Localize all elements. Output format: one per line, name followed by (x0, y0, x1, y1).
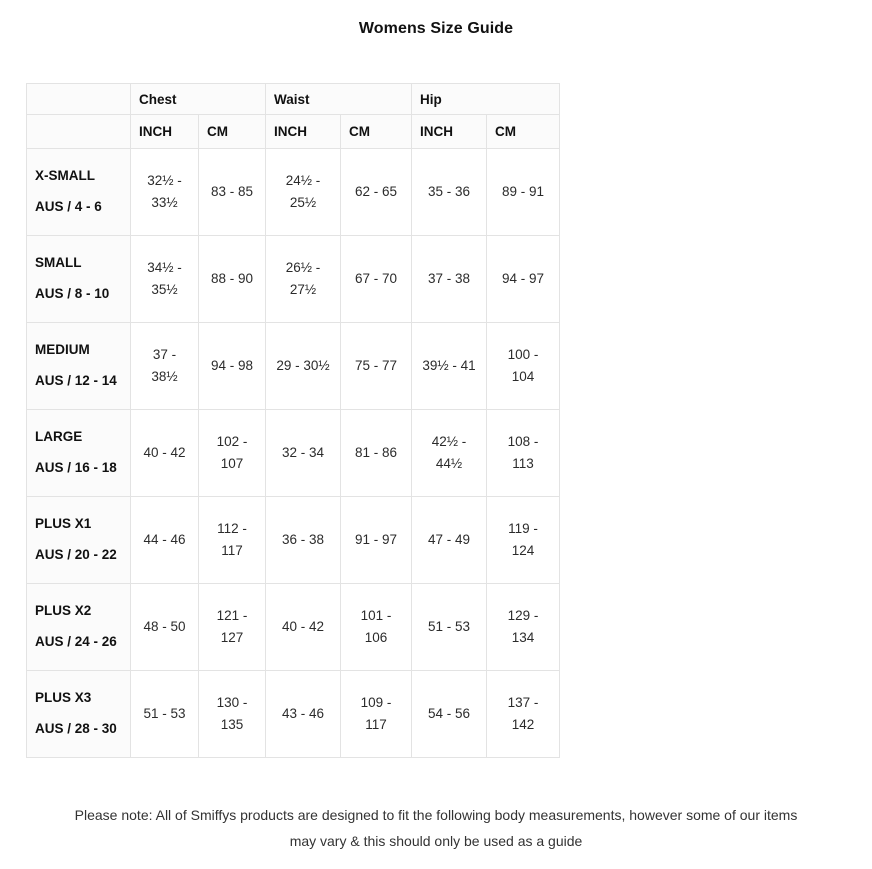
size-aus: AUS / 20 - 22 (35, 547, 117, 562)
cell-waist-inch: 36 - 38 (265, 496, 342, 584)
size-label-cell: PLUS X2 AUS / 24 - 26 (26, 583, 131, 671)
table-corner-cell (26, 83, 131, 115)
size-name: PLUS X1 (35, 516, 92, 532)
size-label-cell: PLUS X3 AUS / 28 - 30 (26, 670, 131, 758)
unit-header-row: INCH CM INCH CM INCH CM (26, 114, 561, 149)
disclaimer-line-2: may vary & this should only be used as a… (289, 832, 583, 849)
disclaimer-line-1: Please note: All of Smiffys products are… (74, 807, 798, 823)
cell-chest-inch: 44 - 46 (130, 496, 199, 584)
cell-waist-inch: 26½ - 27½ (265, 235, 342, 323)
cell-chest-inch: 34½ - 35½ (130, 235, 199, 323)
size-aus: AUS / 24 - 26 (35, 634, 117, 649)
cell-chest-inch: 40 - 42 (130, 409, 199, 497)
size-label-cell: MEDIUM AUS / 12 - 14 (26, 322, 131, 410)
unit-header-hip-inch: INCH (411, 114, 488, 149)
cell-chest-inch: 37 - 38½ (130, 322, 199, 410)
cell-hip-cm: 89 - 91 (486, 148, 561, 236)
cell-chest-cm: 94 - 98 (198, 322, 267, 410)
size-label-cell: SMALL AUS / 8 - 10 (26, 235, 131, 323)
size-label-cell: PLUS X1 AUS / 20 - 22 (26, 496, 131, 584)
cell-hip-cm: 100 - 104 (486, 322, 561, 410)
group-header-hip: Hip (411, 83, 561, 115)
cell-hip-cm: 94 - 97 (486, 235, 561, 323)
table-row: PLUS X1 AUS / 20 - 22 44 - 46 112 - 117 … (26, 496, 561, 584)
page-title: Womens Size Guide (358, 20, 514, 37)
table-header: Chest Waist Hip INCH CM INCH CM INCH CM (26, 83, 561, 149)
cell-chest-inch: 32½ - 33½ (130, 148, 199, 236)
disclaimer-note: Please note: All of Smiffys products are… (0, 803, 872, 855)
cell-hip-inch: 37 - 38 (411, 235, 488, 323)
cell-hip-inch: 54 - 56 (411, 670, 488, 758)
cell-chest-inch: 51 - 53 (130, 670, 199, 758)
cell-waist-cm: 101 - 106 (340, 583, 413, 671)
cell-hip-inch: 51 - 53 (411, 583, 488, 671)
cell-waist-cm: 109 - 117 (340, 670, 413, 758)
size-aus: AUS / 4 - 6 (35, 199, 102, 214)
table-row: SMALL AUS / 8 - 10 34½ - 35½ 88 - 90 26½… (26, 235, 561, 323)
cell-hip-cm: 129 - 134 (486, 583, 561, 671)
size-name: SMALL (35, 255, 82, 271)
cell-hip-inch: 42½ - 44½ (411, 409, 488, 497)
table-row: PLUS X3 AUS / 28 - 30 51 - 53 130 - 135 … (26, 670, 561, 758)
cell-hip-cm: 137 - 142 (486, 670, 561, 758)
cell-hip-inch: 35 - 36 (411, 148, 488, 236)
measurement-group-row: Chest Waist Hip (26, 83, 561, 115)
cell-chest-cm: 88 - 90 (198, 235, 267, 323)
cell-waist-cm: 67 - 70 (340, 235, 413, 323)
size-aus: AUS / 12 - 14 (35, 373, 117, 388)
unit-header-chest-cm: CM (198, 114, 267, 149)
cell-hip-cm: 108 - 113 (486, 409, 561, 497)
table-body: X-SMALL AUS / 4 - 6 32½ - 33½ 83 - 85 24… (26, 148, 561, 758)
cell-hip-cm: 119 - 124 (486, 496, 561, 584)
size-label-cell: LARGE AUS / 16 - 18 (26, 409, 131, 497)
cell-hip-inch: 47 - 49 (411, 496, 488, 584)
unit-header-waist-cm: CM (340, 114, 413, 149)
table-row: LARGE AUS / 16 - 18 40 - 42 102 - 107 32… (26, 409, 561, 497)
group-header-chest: Chest (130, 83, 267, 115)
size-label-cell: X-SMALL AUS / 4 - 6 (26, 148, 131, 236)
cell-waist-cm: 62 - 65 (340, 148, 413, 236)
cell-waist-cm: 81 - 86 (340, 409, 413, 497)
size-name: X-SMALL (35, 168, 95, 184)
cell-chest-cm: 83 - 85 (198, 148, 267, 236)
cell-chest-cm: 121 - 127 (198, 583, 267, 671)
table-row: MEDIUM AUS / 12 - 14 37 - 38½ 94 - 98 29… (26, 322, 561, 410)
size-name: PLUS X2 (35, 603, 92, 619)
unit-header-chest-inch: INCH (130, 114, 199, 149)
womens-size-table: Chest Waist Hip INCH CM INCH CM INCH CM (26, 83, 561, 758)
cell-waist-cm: 75 - 77 (340, 322, 413, 410)
group-header-waist: Waist (265, 83, 413, 115)
cell-waist-inch: 40 - 42 (265, 583, 342, 671)
table-row: X-SMALL AUS / 4 - 6 32½ - 33½ 83 - 85 24… (26, 148, 561, 236)
cell-chest-inch: 48 - 50 (130, 583, 199, 671)
unit-header-waist-inch: INCH (265, 114, 342, 149)
cell-chest-cm: 130 - 135 (198, 670, 267, 758)
cell-chest-cm: 112 - 117 (198, 496, 267, 584)
cell-waist-inch: 29 - 30½ (265, 322, 342, 410)
size-table-container: Chest Waist Hip INCH CM INCH CM INCH CM (26, 83, 561, 758)
cell-waist-inch: 24½ - 25½ (265, 148, 342, 236)
size-name: PLUS X3 (35, 690, 92, 706)
size-aus: AUS / 28 - 30 (35, 721, 117, 736)
cell-hip-inch: 39½ - 41 (411, 322, 488, 410)
table-row: PLUS X2 AUS / 24 - 26 48 - 50 121 - 127 … (26, 583, 561, 671)
size-name: MEDIUM (35, 342, 90, 358)
unit-corner-cell (26, 114, 131, 149)
size-aus: AUS / 16 - 18 (35, 460, 117, 475)
cell-waist-inch: 43 - 46 (265, 670, 342, 758)
cell-chest-cm: 102 - 107 (198, 409, 267, 497)
size-aus: AUS / 8 - 10 (35, 286, 110, 301)
cell-waist-inch: 32 - 34 (265, 409, 342, 497)
cell-waist-cm: 91 - 97 (340, 496, 413, 584)
size-name: LARGE (35, 429, 83, 445)
unit-header-hip-cm: CM (486, 114, 561, 149)
